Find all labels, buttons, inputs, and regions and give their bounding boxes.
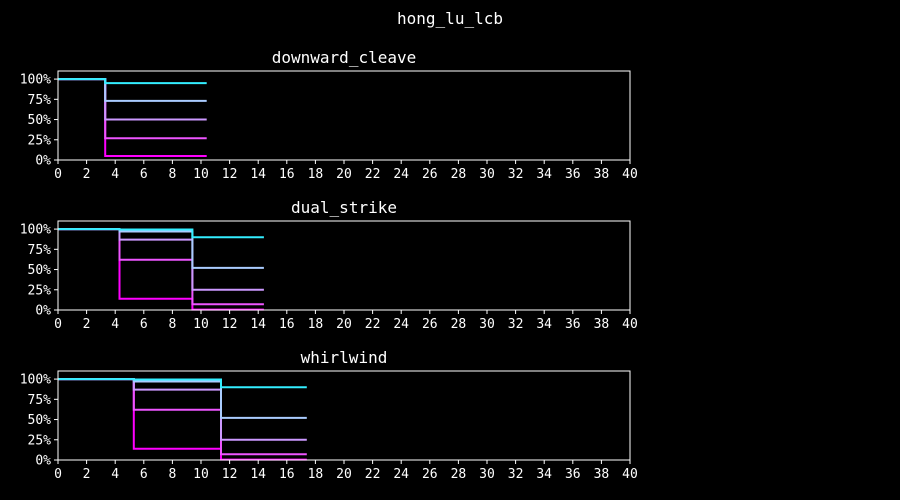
x-tick-label: 28 <box>451 467 467 482</box>
x-tick-label: 2 <box>83 317 91 332</box>
series-line-0 <box>58 378 307 461</box>
x-tick-label: 20 <box>336 167 352 182</box>
x-tick-label: 34 <box>536 467 552 482</box>
y-tick-label: 0% <box>35 154 51 169</box>
x-tick-label: 28 <box>451 317 467 332</box>
x-tick-label: 6 <box>140 467 148 482</box>
y-tick-label: 0% <box>35 304 51 319</box>
x-tick-label: 30 <box>479 317 495 332</box>
y-tick-label: 25% <box>28 133 52 148</box>
x-tick-label: 36 <box>565 467 581 482</box>
x-tick-label: 22 <box>365 317 381 332</box>
x-tick-label: 2 <box>83 167 91 182</box>
x-tick-label: 18 <box>308 317 324 332</box>
x-tick-label: 14 <box>250 167 266 182</box>
x-tick-label: 6 <box>140 317 148 332</box>
x-tick-label: 12 <box>222 317 238 332</box>
series-line-3 <box>58 378 307 419</box>
x-tick-label: 22 <box>365 167 381 182</box>
axes-frame <box>57 220 631 311</box>
y-tick-label: 100% <box>20 73 51 88</box>
x-tick-label: 30 <box>479 467 495 482</box>
y-tick-label: 25% <box>28 433 52 448</box>
x-tick-label: 38 <box>594 317 610 332</box>
y-tick-label: 75% <box>28 93 52 108</box>
series-line-4 <box>58 228 264 239</box>
x-tick-label: 8 <box>168 317 176 332</box>
x-tick-label: 16 <box>279 467 295 482</box>
x-tick-label: 24 <box>393 317 409 332</box>
x-tick-label: 38 <box>594 167 610 182</box>
y-tick-label: 75% <box>28 393 52 408</box>
x-tick-label: 10 <box>193 167 209 182</box>
x-tick-label: 0 <box>54 167 62 182</box>
x-tick-label: 34 <box>536 167 552 182</box>
figure-title: hong_lu_lcb <box>397 9 503 28</box>
x-tick-label: 26 <box>422 317 438 332</box>
x-tick-label: 40 <box>622 467 638 482</box>
y-tick-label: 100% <box>20 223 51 238</box>
series-line-2 <box>58 78 207 121</box>
x-tick-label: 36 <box>565 317 581 332</box>
y-tick-label: 0% <box>35 454 51 469</box>
panel-title: dual_strike <box>291 198 397 217</box>
x-tick-label: 26 <box>422 467 438 482</box>
x-tick-label: 2 <box>83 467 91 482</box>
x-tick-label: 6 <box>140 167 148 182</box>
series-line-0 <box>58 228 264 311</box>
x-tick-label: 0 <box>54 467 62 482</box>
x-tick-label: 14 <box>250 317 266 332</box>
x-tick-label: 0 <box>54 317 62 332</box>
x-tick-label: 20 <box>336 467 352 482</box>
panel-title: downward_cleave <box>272 48 417 67</box>
series-line-4 <box>58 78 207 85</box>
x-tick-label: 40 <box>622 317 638 332</box>
x-tick-label: 4 <box>111 317 119 332</box>
x-tick-label: 26 <box>422 167 438 182</box>
x-tick-label: 36 <box>565 167 581 182</box>
x-tick-label: 22 <box>365 467 381 482</box>
series-line-1 <box>58 78 207 140</box>
x-tick-label: 10 <box>193 467 209 482</box>
series-line-4 <box>58 378 307 389</box>
x-tick-label: 18 <box>308 467 324 482</box>
y-tick-label: 50% <box>28 413 52 428</box>
x-tick-label: 24 <box>393 467 409 482</box>
x-tick-label: 16 <box>279 167 295 182</box>
x-tick-label: 12 <box>222 167 238 182</box>
x-tick-label: 16 <box>279 317 295 332</box>
x-tick-label: 30 <box>479 167 495 182</box>
x-tick-label: 40 <box>622 167 638 182</box>
x-tick-label: 32 <box>508 167 524 182</box>
axes-frame <box>57 70 631 161</box>
x-tick-label: 14 <box>250 467 266 482</box>
x-tick-label: 12 <box>222 467 238 482</box>
x-tick-label: 32 <box>508 467 524 482</box>
y-tick-label: 50% <box>28 263 52 278</box>
x-tick-label: 28 <box>451 167 467 182</box>
x-tick-label: 34 <box>536 317 552 332</box>
axes-frame <box>57 370 631 461</box>
y-tick-label: 50% <box>28 113 52 128</box>
x-tick-label: 18 <box>308 167 324 182</box>
x-tick-label: 32 <box>508 317 524 332</box>
x-tick-label: 24 <box>393 167 409 182</box>
series-line-3 <box>58 228 264 269</box>
x-tick-label: 8 <box>168 167 176 182</box>
x-tick-label: 8 <box>168 467 176 482</box>
y-tick-label: 25% <box>28 283 52 298</box>
x-tick-label: 10 <box>193 317 209 332</box>
x-tick-label: 20 <box>336 317 352 332</box>
series-line-0 <box>58 78 207 157</box>
x-tick-label: 4 <box>111 167 119 182</box>
panel-title: whirlwind <box>301 348 388 367</box>
y-tick-label: 75% <box>28 243 52 258</box>
x-tick-label: 4 <box>111 467 119 482</box>
y-tick-label: 100% <box>20 373 51 388</box>
x-tick-label: 38 <box>594 467 610 482</box>
